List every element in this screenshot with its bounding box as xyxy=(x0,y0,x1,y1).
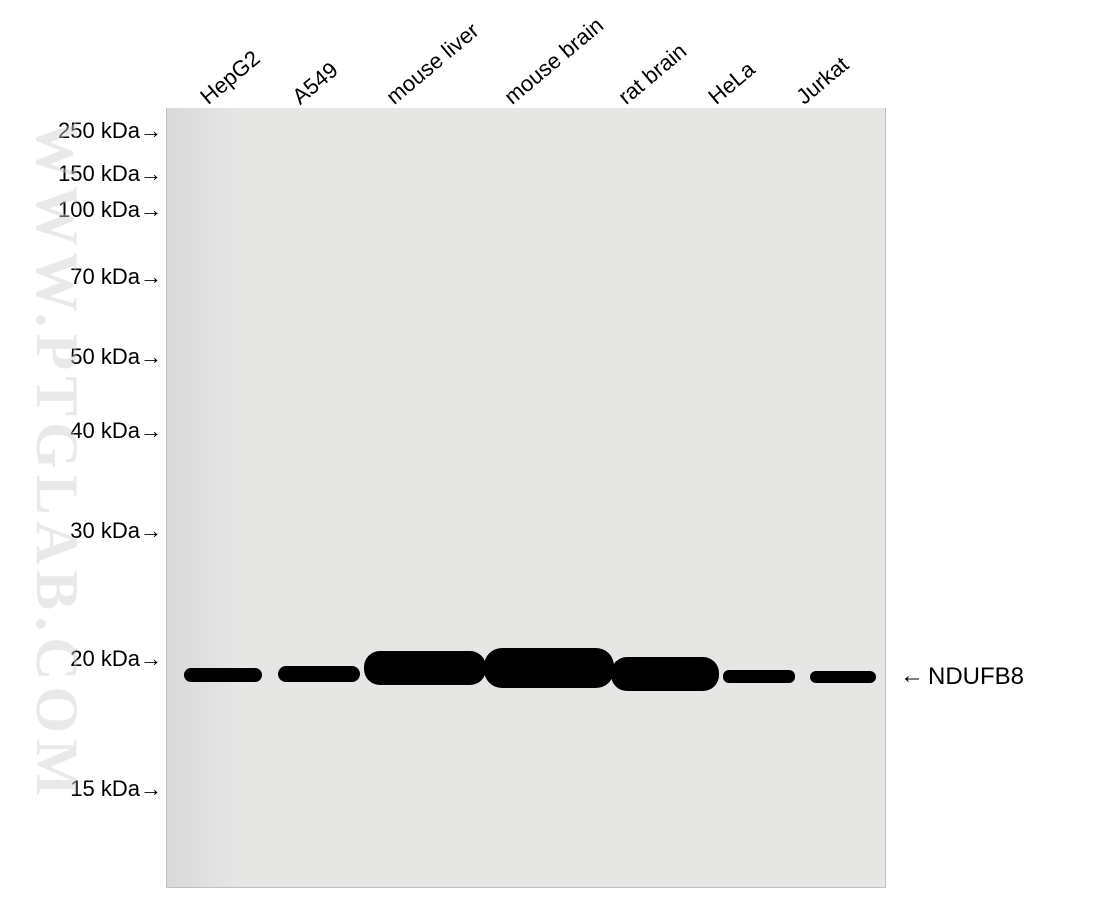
lane-label: mouse brain xyxy=(499,12,608,110)
protein-band xyxy=(810,671,876,683)
mw-marker-label: 50 kDa→ xyxy=(70,344,162,370)
protein-band xyxy=(364,651,486,685)
mw-marker-label: 40 kDa→ xyxy=(70,418,162,444)
target-band-label: NDUFB8 xyxy=(928,663,1024,691)
lane-label: A549 xyxy=(287,57,343,110)
mw-marker-label: 250 kDa→ xyxy=(58,118,162,144)
protein-band xyxy=(184,668,262,682)
protein-band xyxy=(484,648,614,688)
blot-membrane-area xyxy=(166,108,886,888)
protein-band xyxy=(278,666,360,682)
bands-layer xyxy=(167,108,885,887)
protein-band xyxy=(611,657,719,691)
mw-marker-label: 30 kDa→ xyxy=(70,518,162,544)
lane-label: mouse liver xyxy=(381,18,484,110)
mw-marker-label: 100 kDa→ xyxy=(58,197,162,223)
lane-label: HeLa xyxy=(703,56,760,110)
lane-label: Jurkat xyxy=(791,52,854,110)
mw-marker-label: 20 kDa→ xyxy=(70,646,162,672)
target-band-arrow-icon: ← xyxy=(900,662,924,690)
mw-marker-label: 150 kDa→ xyxy=(58,161,162,187)
mw-marker-label: 70 kDa→ xyxy=(70,264,162,290)
protein-band xyxy=(723,670,795,683)
lane-label: rat brain xyxy=(613,38,692,110)
watermark: WWW.PTGLAB.COM xyxy=(22,120,142,840)
lane-label: HepG2 xyxy=(195,45,265,110)
western-blot-figure: 250 kDa→ 150 kDa→ 100 kDa→ 70 kDa→ 50 kDa→ 40… xyxy=(0,0,1100,903)
mw-marker-label: 15 kDa→ xyxy=(70,776,162,802)
